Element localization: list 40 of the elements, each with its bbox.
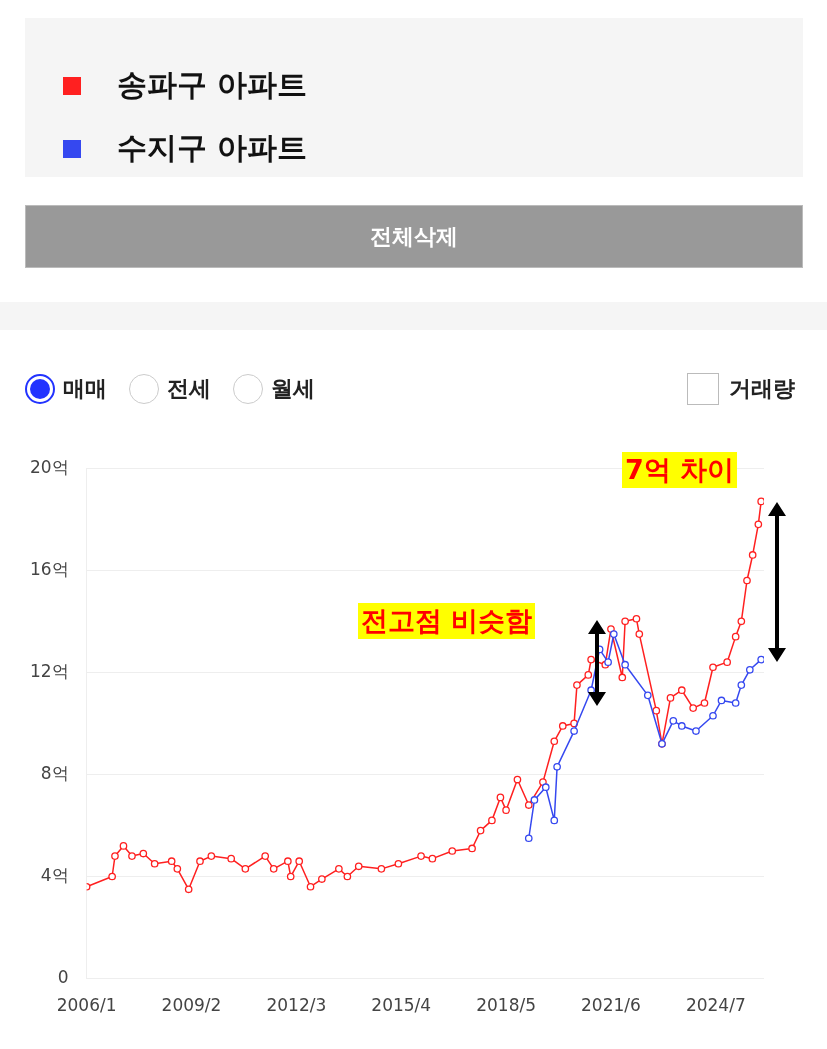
point [643, 691, 652, 700]
point [692, 727, 700, 735]
y-tick-label: 4억 [40, 864, 69, 885]
x-tick-label: 2009/2 [161, 995, 222, 1016]
text: 전세 [166, 375, 211, 403]
text: 월세 [270, 375, 315, 403]
legend-label: 수지구 아파트 [116, 129, 309, 167]
x-tick-label: 2018/5 [476, 995, 536, 1016]
point [570, 727, 578, 735]
text: 거래량 [728, 375, 795, 403]
legend-label: 송파구 아파트 [116, 66, 309, 104]
point [745, 665, 754, 674]
point [757, 655, 764, 664]
point [669, 717, 678, 725]
x-tick-label: 2015/4 [371, 995, 432, 1016]
point [530, 796, 539, 804]
x-tick-label: 2006/1 [56, 995, 117, 1016]
point [550, 816, 559, 825]
point [541, 783, 550, 792]
annotation: 7억 차이 [622, 452, 738, 488]
y-tick-label: 0 [57, 967, 69, 988]
annotation: 전고점 비슷함 [358, 603, 536, 639]
point [621, 660, 629, 669]
y-tick-label: 12억 [29, 660, 69, 681]
point [737, 681, 746, 689]
text: 매매 [62, 375, 107, 403]
point [677, 722, 686, 730]
y-tick-label: 20억 [29, 456, 69, 477]
point [553, 762, 561, 771]
delete-all-button: 전체삭제 [25, 205, 803, 268]
y-tick-label: 8억 [40, 762, 69, 783]
x-tick-label: 2021/6 [581, 995, 641, 1016]
point [717, 696, 726, 705]
point [709, 711, 717, 720]
y-tick-label: 16억 [29, 558, 69, 579]
point [524, 834, 533, 843]
x-tick-label: 2012/3 [266, 995, 327, 1016]
x-tick-label: 2024/7 [685, 995, 746, 1016]
point [731, 699, 740, 707]
point [609, 630, 618, 638]
